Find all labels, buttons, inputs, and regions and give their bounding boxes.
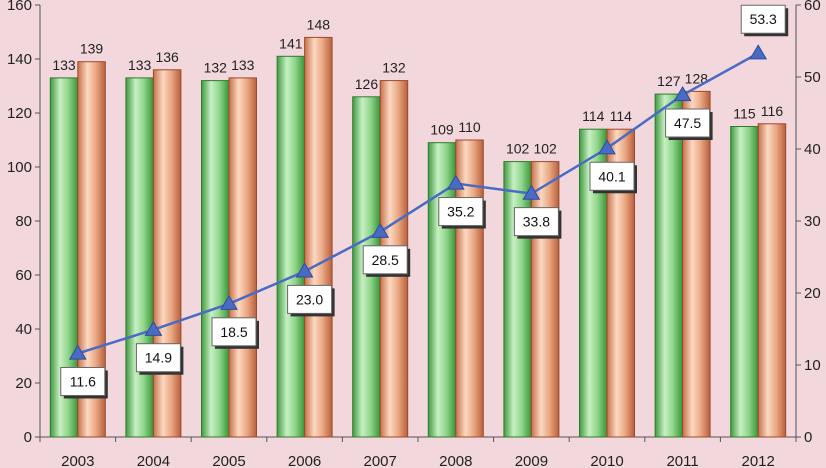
y-left-tick-label: 80 [15, 213, 32, 230]
line-label-box [438, 197, 484, 227]
line-value-label: 28.5 [372, 252, 399, 268]
trend-line-path [77, 52, 759, 355]
bar-value-label: 128 [685, 70, 709, 86]
x-tick-label: 2005 [212, 453, 245, 468]
bar-value-label: 109 [430, 122, 454, 138]
line-value-label: 35.2 [447, 204, 474, 220]
line-label-box [135, 343, 181, 373]
line-marker [749, 44, 768, 60]
bar-value-label: 133 [128, 57, 152, 73]
bar [503, 161, 532, 438]
y-left-tick-label: 20 [15, 375, 32, 392]
bar-value-label: 133 [231, 57, 255, 73]
x-tick-label: 2012 [742, 453, 775, 468]
bar [530, 161, 560, 438]
bar-value-label: 139 [80, 41, 104, 57]
bar-value-label: 114 [610, 108, 633, 124]
x-tick-label: 2008 [439, 453, 472, 468]
line-marker [446, 174, 465, 190]
bar-value-label: 127 [657, 73, 681, 89]
y-left-tick-label: 120 [7, 105, 32, 122]
y-left-tick-label: 0 [24, 429, 32, 446]
x-tick-label: 2011 [666, 453, 698, 468]
line-marker [220, 294, 238, 310]
bar-value-label: 132 [382, 60, 406, 76]
y-left-tick-label: 60 [15, 267, 32, 284]
line-marker [68, 344, 87, 360]
line-value-label: 33.8 [523, 214, 550, 230]
bar [654, 93, 684, 438]
line-marker [598, 139, 616, 155]
line-label-box [665, 108, 711, 138]
line-label-box [513, 207, 559, 237]
y-right-tick-label: 20 [804, 285, 821, 302]
line-value-label: 47.5 [674, 115, 701, 131]
bar [304, 36, 333, 438]
y-left-tick-label: 40 [15, 321, 32, 338]
bar [757, 123, 787, 438]
bar [152, 69, 182, 438]
line-label-box [287, 284, 333, 314]
bar-value-label: 148 [307, 16, 331, 32]
y-left-tick-label: 140 [7, 51, 32, 68]
x-tick-label: 2010 [590, 453, 623, 468]
x-tick-label: 2003 [61, 453, 94, 468]
y-right-tick-label: 50 [804, 69, 821, 86]
line-label-box [589, 161, 635, 191]
x-tick-label: 2006 [288, 453, 321, 468]
data-labels: 11.6 14.9 18.5 23.0 28.5 35.2 33.8 40.1 47.5 53.3 [60, 4, 789, 399]
bar [682, 90, 711, 438]
bar-value-label: 141 [279, 35, 303, 51]
line-marker [673, 86, 692, 102]
bar-value-label: 102 [506, 141, 530, 157]
bar-value-label: 102 [533, 141, 557, 157]
y-right-tick-label: 10 [804, 357, 821, 374]
line-label-box [740, 4, 786, 34]
line-label-box [211, 317, 257, 347]
trend-line [68, 44, 768, 360]
line-value-label: 53.3 [750, 11, 777, 27]
y-right-tick-label: 40 [804, 141, 821, 158]
bar-value-label: 115 [733, 106, 756, 122]
line-value-label: 11.6 [70, 373, 96, 389]
bar [427, 142, 457, 438]
line-value-label: 40.1 [598, 168, 625, 184]
x-tick-label: 2007 [364, 453, 397, 468]
y-right-tick-label: 60 [804, 0, 821, 14]
bar [228, 77, 257, 438]
y-left-tick-label: 160 [7, 0, 32, 14]
bar [201, 80, 230, 438]
line-label-box [60, 366, 106, 396]
line-marker [144, 320, 163, 336]
x-tick-label: 2009 [515, 453, 548, 468]
line-label-box [362, 245, 408, 275]
y-right-tick-label: 0 [804, 429, 812, 446]
bar-value-label: 136 [155, 49, 179, 65]
bar [276, 55, 306, 438]
line-value-label: 18.5 [220, 324, 247, 340]
line-value-label: 14.9 [145, 350, 172, 366]
bar [730, 126, 759, 438]
y-right-tick-label: 30 [804, 213, 821, 230]
bar-value-label: 126 [355, 76, 379, 92]
bar-value-label: 110 [458, 119, 481, 135]
bar-value-label: 114 [582, 108, 605, 124]
line-marker [371, 222, 390, 238]
line-value-label: 23.0 [296, 291, 323, 307]
y-left-tick-label: 100 [7, 159, 32, 176]
bar-value-label: 116 [761, 103, 784, 119]
bar-value-label: 132 [204, 60, 228, 76]
bar-value-label: 133 [52, 57, 76, 73]
line-marker [295, 262, 314, 278]
x-tick-label: 2004 [137, 453, 170, 468]
line-marker [522, 184, 541, 200]
axes: 0 20 40 60 80 100 120 140 160 0 10 20 30 40 50 60 2003 20… [7, 0, 821, 468]
bar [125, 77, 154, 438]
